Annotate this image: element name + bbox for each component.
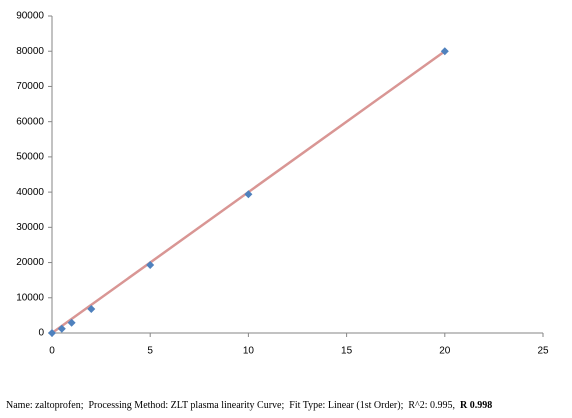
caption: Name: zaltoprofen; Processing Method: ZL… [6,400,492,411]
y-tick-label: 80000 [16,46,44,57]
y-tick-label: 50000 [16,152,44,163]
x-tick-label: 0 [49,346,55,357]
caption-text: Name: zaltoprofen; Processing Method: ZL… [6,400,460,411]
y-tick-label: 60000 [16,116,44,127]
x-tick-label: 15 [341,346,353,357]
y-tick-label: 20000 [16,257,44,268]
y-tick-label: 40000 [16,187,44,198]
point [57,324,66,333]
point [48,329,56,337]
y-tick-label: 90000 [16,11,44,22]
y-tick-label: 0 [38,328,44,339]
x-tick-label: 5 [147,346,153,357]
point [67,318,76,327]
point [244,190,253,199]
caption-bold: R 0.998 [460,400,492,411]
point [146,261,155,270]
y-tick-label: 70000 [16,81,44,92]
x-tick-label: 20 [439,346,451,357]
y-tick-label: 30000 [16,222,44,233]
x-tick-label: 10 [243,346,255,357]
point [87,305,96,314]
x-tick-label: 25 [537,346,549,357]
y-tick-label: 10000 [16,292,44,303]
point [440,47,449,56]
